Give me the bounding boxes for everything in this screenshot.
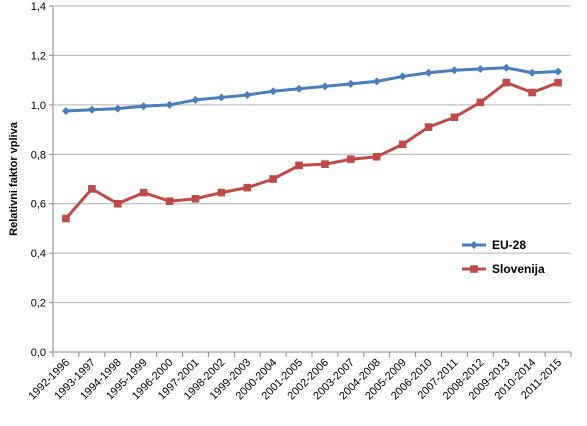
data-point — [217, 188, 226, 197]
y-tick-label: 0,6 — [31, 199, 46, 211]
data-point — [191, 194, 200, 203]
data-point — [424, 68, 433, 77]
legend-label: Slovenija — [492, 262, 545, 276]
data-point — [372, 152, 381, 161]
series-line — [64, 81, 559, 220]
data-point — [502, 63, 511, 72]
data-point — [295, 84, 304, 93]
legend-item: EU-28 — [462, 238, 526, 252]
data-point — [139, 188, 148, 197]
data-point — [320, 82, 329, 91]
y-tick-label: 1,4 — [31, 1, 46, 13]
y-axis-title: Relativni faktor vpliva — [8, 121, 20, 236]
data-point — [165, 100, 174, 109]
legend-item: Slovenija — [462, 262, 545, 276]
grid-lines — [53, 5, 571, 304]
y-tick-label: 0,0 — [31, 347, 46, 359]
data-point — [62, 214, 70, 223]
series-lines — [61, 63, 563, 223]
data-point — [191, 95, 200, 104]
data-point — [88, 185, 96, 193]
data-point — [243, 183, 252, 192]
data-point — [113, 104, 122, 113]
data-point — [424, 123, 433, 131]
y-axis-ticks: 0,0 0,2 0,4 0,6 0,8 1,0 1,2 1,4 — [31, 1, 53, 359]
data-point — [346, 79, 355, 88]
data-point — [139, 102, 148, 111]
legend-label: EU-28 — [492, 238, 526, 252]
data-point — [269, 175, 277, 183]
data-point — [295, 161, 303, 170]
data-point — [398, 140, 407, 149]
data-point — [243, 90, 252, 99]
data-point — [269, 87, 278, 96]
data-point — [87, 105, 96, 114]
data-point — [347, 155, 355, 164]
data-point — [217, 93, 226, 102]
y-tick-label: 1,0 — [31, 100, 46, 112]
legend-swatch-marker — [470, 241, 478, 249]
y-tick-label: 0,8 — [31, 149, 46, 161]
data-point — [450, 66, 459, 75]
data-point — [554, 67, 563, 76]
data-point — [372, 77, 381, 86]
y-tick-label: 0,4 — [31, 248, 46, 260]
data-point — [528, 88, 536, 97]
data-point — [450, 113, 459, 122]
series-1 — [61, 63, 563, 116]
x-axis-ticks: 1992-19961993-19971994-19981995-19991996… — [26, 352, 572, 402]
data-point — [61, 107, 70, 116]
data-point — [165, 197, 174, 206]
y-tick-label: 1,2 — [31, 50, 46, 62]
series-line — [65, 66, 559, 113]
data-point — [321, 160, 329, 168]
axes — [52, 6, 571, 353]
y-tick-label: 0,2 — [31, 298, 46, 310]
legend: EU-28 Slovenija — [462, 238, 545, 276]
data-point — [502, 78, 511, 87]
data-point — [476, 98, 485, 107]
data-point — [528, 68, 537, 77]
data-point — [113, 199, 122, 208]
data-point — [554, 78, 562, 87]
legend-swatch-marker — [470, 265, 478, 273]
data-point — [398, 72, 407, 81]
series-2 — [62, 78, 562, 223]
data-point — [476, 65, 485, 74]
